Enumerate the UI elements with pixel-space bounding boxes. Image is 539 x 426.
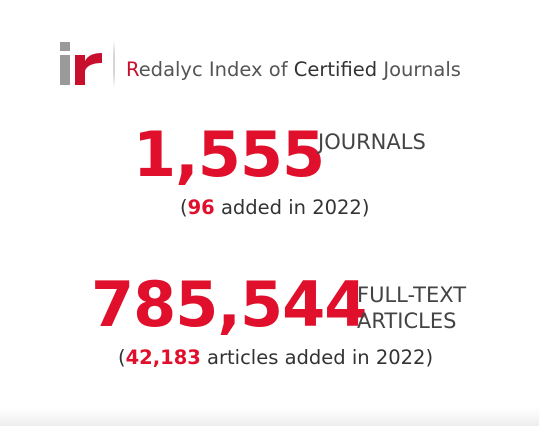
articles-unit: FULL-TEXT ARTICLES <box>357 282 466 334</box>
journals-sub-text: added in 2022) <box>214 196 370 219</box>
bottom-fade <box>0 408 539 426</box>
journals-sub-open: ( <box>180 196 188 219</box>
header: Redalyc Index of Certified Journals <box>58 38 498 90</box>
articles-sub-text: articles added in 2022) <box>200 346 434 369</box>
title-strong: Certified <box>293 58 378 81</box>
articles-unit-line2: ARTICLES <box>357 309 457 333</box>
articles-count: 785,544 <box>91 268 367 341</box>
journals-unit: JOURNALS <box>318 130 426 154</box>
journals-added-value: 96 <box>187 196 215 219</box>
articles-sub-open: ( <box>118 346 126 369</box>
title-initial: R <box>126 58 139 81</box>
journals-count: 1,555 <box>133 118 325 191</box>
header-title: Redalyc Index of Certified Journals <box>126 58 461 81</box>
articles-added-value: 42,183 <box>125 346 201 369</box>
logo-divider <box>113 40 115 88</box>
redalyc-ir-logo <box>60 42 102 85</box>
articles-unit-line1: FULL-TEXT <box>357 283 467 307</box>
title-part1: edalyc Index of <box>138 58 294 81</box>
articles-added: (42,183 articles added in 2022) <box>118 346 433 369</box>
title-part2: Journals <box>377 58 461 81</box>
journals-added: (96 added in 2022) <box>180 196 369 219</box>
